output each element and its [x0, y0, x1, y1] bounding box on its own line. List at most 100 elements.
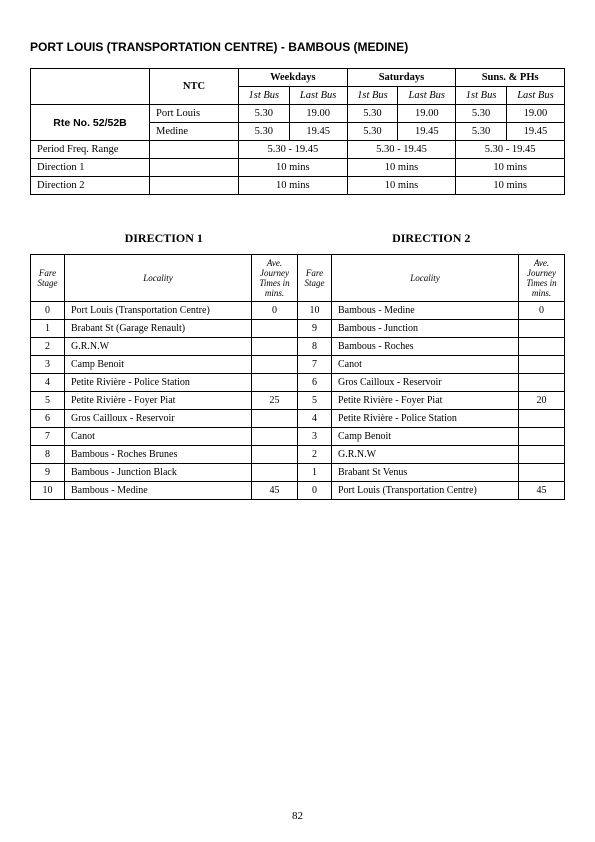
fare-stage: 5 [31, 392, 65, 410]
page-number: 82 [0, 810, 595, 822]
journey-time [519, 338, 565, 356]
journey-time [252, 356, 298, 374]
freq-value: 10 mins [456, 177, 565, 195]
time-header: Ave. Journey Times in mins. [252, 255, 298, 302]
locality: Brabant St Venus [332, 464, 519, 482]
journey-time [252, 428, 298, 446]
journey-time: 45 [252, 482, 298, 500]
journey-time: 0 [519, 302, 565, 320]
journey-time [252, 410, 298, 428]
freq-value: 10 mins [239, 159, 348, 177]
cell: 19.00 [398, 105, 456, 123]
fare-stage: 1 [31, 320, 65, 338]
table-row: 7Canot 3Camp Benoit [31, 428, 565, 446]
table-row: 5Petite Rivière - Foyer Piat255Petite Ri… [31, 392, 565, 410]
fare-stage: 6 [298, 374, 332, 392]
sub-header: Last Bus [289, 87, 347, 105]
cell: 5.30 [456, 123, 507, 141]
page-title: PORT LOUIS (TRANSPORTATION CENTRE) - BAM… [30, 40, 565, 54]
fare-stage: 2 [31, 338, 65, 356]
fare-table: Fare Stage Locality Ave. Journey Times i… [30, 254, 565, 500]
fare-stage: 6 [31, 410, 65, 428]
locality: Bambous - Roches Brunes [65, 446, 252, 464]
cell: 5.30 [239, 123, 290, 141]
journey-time [252, 464, 298, 482]
period-value: 5.30 - 19.45 [456, 141, 565, 159]
journey-time [252, 446, 298, 464]
fare-stage: 8 [298, 338, 332, 356]
locality: Gros Cailloux - Reservoir [332, 374, 519, 392]
sundays-header: Suns. & PHs [456, 69, 565, 87]
fare-stage-header: Fare Stage [298, 255, 332, 302]
fare-stage: 7 [31, 428, 65, 446]
locality: Bambous - Roches [332, 338, 519, 356]
freq-value: 10 mins [239, 177, 348, 195]
locality: Canot [65, 428, 252, 446]
fare-stage: 9 [298, 320, 332, 338]
direction1-label: Direction 1 [31, 159, 150, 177]
table-row: 1Brabant St (Garage Renault)9Bambous - J… [31, 320, 565, 338]
fare-stage: 5 [298, 392, 332, 410]
locality: Petite Rivière - Foyer Piat [332, 392, 519, 410]
sub-header: 1st Bus [239, 87, 290, 105]
fare-stage: 4 [31, 374, 65, 392]
fare-stage: 8 [31, 446, 65, 464]
fare-stage: 9 [31, 464, 65, 482]
cell: 19.45 [506, 123, 564, 141]
locality: Bambous - Junction [332, 320, 519, 338]
locality: Petite Rivière - Foyer Piat [65, 392, 252, 410]
cell: 19.00 [289, 105, 347, 123]
sub-header: Last Bus [506, 87, 564, 105]
locality: Gros Cailloux - Reservoir [65, 410, 252, 428]
origin-name: Port Louis [150, 105, 239, 123]
cell: 19.00 [506, 105, 564, 123]
locality: Camp Benoit [332, 428, 519, 446]
journey-time [519, 428, 565, 446]
table-row: 2G.R.N.W8Bambous - Roches [31, 338, 565, 356]
fare-stage: 0 [298, 482, 332, 500]
sub-header: Last Bus [398, 87, 456, 105]
locality: Petite Rivière - Police Station [332, 410, 519, 428]
locality: Port Louis (Transportation Centre) [65, 302, 252, 320]
sub-header: 1st Bus [456, 87, 507, 105]
table-row: 6Gros Cailloux - Reservoir4Petite Rivièr… [31, 410, 565, 428]
journey-time [519, 464, 565, 482]
journey-time [252, 374, 298, 392]
fare-stage: 3 [298, 428, 332, 446]
fare-stage: 0 [31, 302, 65, 320]
journey-time [519, 446, 565, 464]
cell: 5.30 [347, 123, 398, 141]
fare-stage: 1 [298, 464, 332, 482]
cell: 5.30 [239, 105, 290, 123]
journey-time [519, 356, 565, 374]
fare-stage: 7 [298, 356, 332, 374]
locality: Camp Benoit [65, 356, 252, 374]
journey-time: 20 [519, 392, 565, 410]
direction2-label: Direction 2 [31, 177, 150, 195]
locality: Bambous - Medine [65, 482, 252, 500]
direction1-heading: DIRECTION 1 [30, 231, 298, 246]
table-row: 8Bambous - Roches Brunes2G.R.N.W [31, 446, 565, 464]
table-row: 10Bambous - Medine450Port Louis (Transpo… [31, 482, 565, 500]
journey-time [519, 320, 565, 338]
locality: Canot [332, 356, 519, 374]
fare-stage: 3 [31, 356, 65, 374]
fare-stage-header: Fare Stage [31, 255, 65, 302]
freq-value: 10 mins [347, 177, 456, 195]
journey-time: 0 [252, 302, 298, 320]
table-row: 4Petite Rivière - Police Station 6Gros Ca… [31, 374, 565, 392]
journey-time: 45 [519, 482, 565, 500]
freq-value: 10 mins [456, 159, 565, 177]
cell: 19.45 [289, 123, 347, 141]
fare-stage: 10 [31, 482, 65, 500]
sub-header: 1st Bus [347, 87, 398, 105]
period-value: 5.30 - 19.45 [347, 141, 456, 159]
table-row: 9Bambous - Junction Black1Brabant St Ven… [31, 464, 565, 482]
fare-stage: 2 [298, 446, 332, 464]
direction2-heading: DIRECTION 2 [298, 231, 566, 246]
locality: Petite Rivière - Police Station [65, 374, 252, 392]
schedule-table: NTC Weekdays Saturdays Suns. & PHs 1st B… [30, 68, 565, 195]
route-number: Rte No. 52/52B [31, 105, 150, 141]
journey-time [519, 410, 565, 428]
locality-header: Locality [65, 255, 252, 302]
